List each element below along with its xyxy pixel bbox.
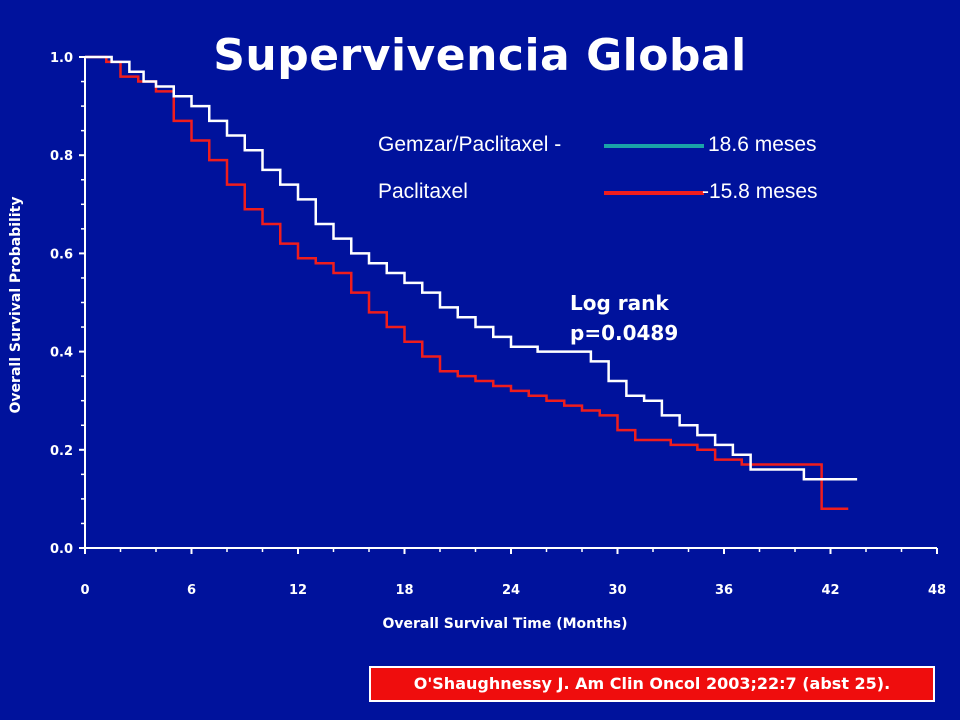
x-tick-label: 48 <box>928 583 946 598</box>
y-axis-label: Overall Survival Probability <box>8 197 24 414</box>
x-tick-label: 6 <box>187 583 196 598</box>
y-tick-label: 0.8 <box>50 149 73 164</box>
survival-curve-paclitaxel <box>85 55 849 510</box>
x-tick-label: 24 <box>502 583 520 598</box>
legend-label: Paclitaxel <box>378 180 468 203</box>
p-value-label: p=0.0489 <box>570 321 679 345</box>
x-tick-label: 12 <box>289 583 307 598</box>
x-tick-label: 36 <box>715 583 733 598</box>
y-tick-labels: 0.0 0.2 0.4 0.6 0.8 1.0 <box>50 51 85 557</box>
legend-value: -15.8 meses <box>702 180 818 203</box>
x-tick-label: 30 <box>608 583 626 598</box>
legend-swatch <box>604 191 704 195</box>
x-tick-labels: 0 6 12 18 24 30 36 42 48 <box>80 548 946 598</box>
x-tick-label: 0 <box>80 583 89 598</box>
x-tick-label: 42 <box>821 583 839 598</box>
chart-axes <box>84 57 937 549</box>
log-rank-label: Log rank <box>570 291 669 315</box>
x-axis-label: Overall Survival Time (Months) <box>382 616 627 632</box>
slide-title: Supervivencia Global <box>213 30 747 81</box>
y-tick-label: 1.0 <box>50 51 73 66</box>
legend-value: 18.6 meses <box>708 133 817 156</box>
y-tick-label: 0.2 <box>50 444 73 459</box>
legend-swatch <box>604 144 704 148</box>
y-tick-label: 0.4 <box>50 346 73 361</box>
survival-curve-gemzar-paclitaxel <box>85 55 858 481</box>
y-tick-label: 0.0 <box>50 542 73 557</box>
citation-box: O'Shaughnessy J. Am Clin Oncol 2003;22:7… <box>369 666 935 702</box>
y-tick-label: 0.6 <box>50 247 73 262</box>
chart-series <box>85 55 858 510</box>
x-tick-label: 18 <box>395 583 413 598</box>
legend-label: Gemzar/Paclitaxel - <box>378 133 562 156</box>
log-rank-annotation: Log rank p=0.0489 <box>570 288 678 348</box>
